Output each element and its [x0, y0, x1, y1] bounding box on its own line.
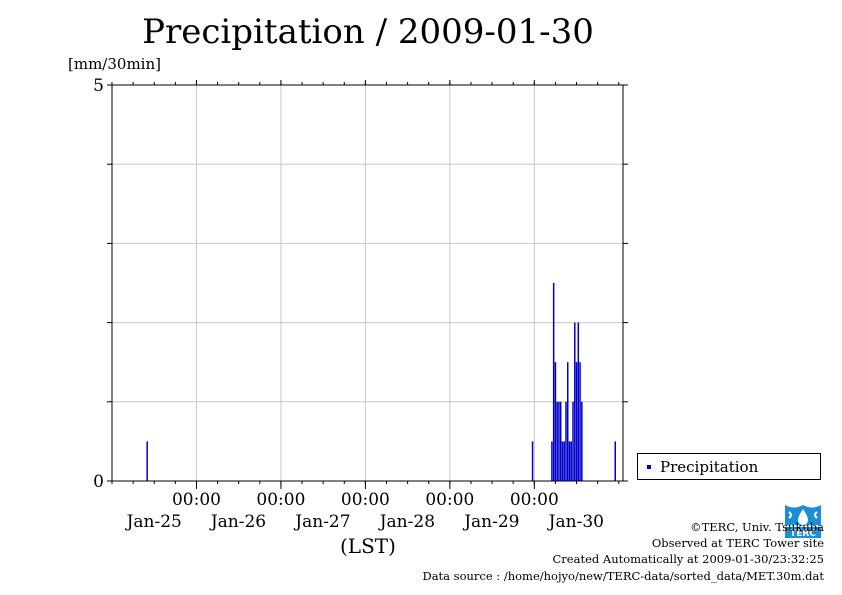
precipitation-bar — [563, 441, 565, 481]
x-tick-time-label: 00:00 — [341, 490, 390, 510]
legend-swatch — [647, 465, 651, 469]
precipitation-bar — [581, 401, 583, 481]
precipitation-bar — [146, 441, 148, 481]
axis-ticks — [107, 80, 628, 489]
precipitation-bar — [556, 401, 558, 481]
precipitation-bar — [559, 401, 562, 481]
x-tick-date-label: Jan-27 — [293, 512, 350, 532]
credit-source: Data source : /home/hojyo/new/TERC-data/… — [422, 568, 824, 583]
precipitation-bar — [568, 441, 571, 481]
precipitation-bar — [574, 322, 576, 481]
credit-created: Created Automatically at 2009-01-30/23:3… — [552, 552, 825, 567]
legend-label: Precipitation — [660, 458, 759, 476]
credit-observed: Observed at TERC Tower site — [651, 536, 824, 551]
x-tick-time-label: 00:00 — [256, 490, 305, 510]
precipitation-bar — [531, 441, 534, 481]
legend: Precipitation — [637, 453, 821, 480]
credits: ©TERC, Univ. Tsukuba Observed at TERC To… — [422, 519, 824, 584]
precipitation-bar — [552, 283, 555, 481]
precipitation-bar — [579, 362, 581, 481]
precipitation-bar — [551, 441, 553, 481]
precipitation-bar — [577, 322, 580, 481]
plot-frame — [111, 84, 624, 482]
x-axis-label: (LST) — [340, 534, 396, 558]
x-tick-time-label: 00:00 — [172, 490, 221, 510]
x-tick-date-label: Jan-28 — [378, 512, 435, 532]
precipitation-bar — [566, 362, 569, 481]
y-tick-label: 5 — [93, 76, 104, 96]
grid-lines — [112, 85, 623, 481]
x-tick-date-label: Jan-29 — [462, 512, 519, 532]
precipitation-bars — [146, 283, 617, 481]
precipitation-bar — [558, 401, 560, 481]
terc-logo-text: TERC — [790, 529, 816, 539]
terc-logo-icon: TERC — [785, 505, 821, 539]
x-tick-date-label: Jan-26 — [209, 512, 266, 532]
x-tick-time-label: 00:00 — [510, 490, 559, 510]
precipitation-bar — [554, 362, 557, 481]
precipitation-bar — [614, 441, 617, 481]
precipitation-bar — [561, 441, 564, 481]
precipitation-bar — [570, 441, 573, 481]
precipitation-bar — [572, 401, 574, 481]
x-tick-time-label: 00:00 — [425, 490, 474, 510]
axis-tick-labels: 0500:00Jan-2600:00Jan-2700:00Jan-2800:00… — [93, 76, 604, 532]
chart-title: Precipitation / 2009-01-30 — [142, 12, 594, 52]
precipitation-bar — [575, 362, 578, 481]
credit-copyright: ©TERC, Univ. Tsukuba — [690, 520, 824, 534]
x-tick-date-label: Jan-30 — [547, 512, 604, 532]
precipitation-bar — [565, 401, 567, 481]
x-first-date-label: Jan-25 — [125, 512, 182, 532]
y-tick-label: 0 — [93, 472, 104, 492]
y-axis-unit-label: [mm/30min] — [68, 55, 161, 73]
